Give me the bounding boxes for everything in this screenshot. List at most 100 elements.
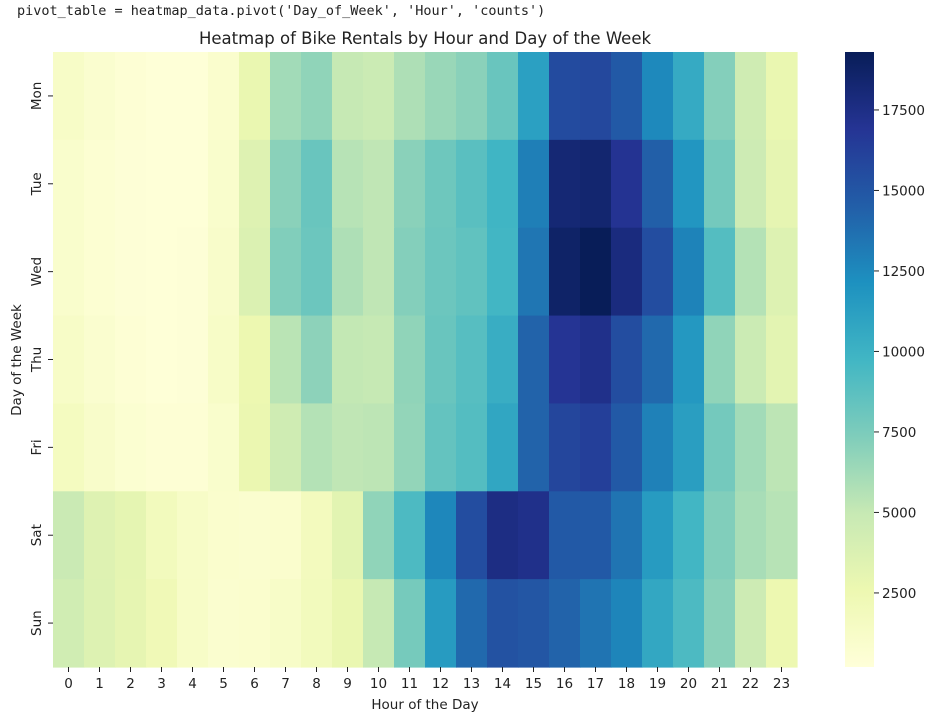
heatmap-cell [84, 579, 116, 668]
heatmap-cell [518, 227, 550, 317]
heatmap-cell [735, 139, 767, 229]
colorbar-tick-label: 10000 [882, 344, 925, 360]
heatmap-cell [704, 579, 736, 668]
heatmap-cell [642, 315, 674, 405]
x-tick-label: 7 [281, 676, 290, 692]
y-tick-label: Mon [29, 82, 45, 110]
heatmap-cell [363, 315, 395, 405]
heatmap-cell [456, 52, 488, 141]
heatmap-cell [642, 52, 674, 141]
heatmap-cell [518, 579, 550, 668]
heatmap-cell [642, 227, 674, 317]
heatmap-cell [673, 227, 705, 317]
heatmap-cell [456, 579, 488, 668]
heatmap-cell [394, 579, 426, 668]
heatmap-cell [146, 491, 178, 580]
heatmap-cell [580, 315, 612, 405]
heatmap-cell [394, 227, 426, 317]
heatmap-cell [115, 403, 147, 492]
heatmap-cell [611, 403, 643, 492]
x-tick-label: 2 [126, 676, 135, 692]
heatmap-cell [549, 315, 581, 405]
heatmap-cell [425, 139, 457, 229]
y-tick-label: Fri [29, 439, 45, 455]
heatmap-cell [766, 315, 798, 405]
x-tick-label: 23 [773, 676, 790, 692]
heatmap-cell [456, 403, 488, 492]
heatmap-cell [146, 315, 178, 405]
heatmap-cell [704, 139, 736, 229]
heatmap-cell [704, 403, 736, 492]
colorbar-ticks: 2500 5000 7500 10000 12500 15000 17500 [874, 103, 925, 602]
heatmap-cell [115, 139, 147, 229]
heatmap-cell [549, 491, 581, 580]
heatmap-cell [456, 491, 488, 580]
heatmap-cell [177, 403, 209, 492]
heatmap-cell [549, 139, 581, 229]
heatmap-cell [270, 491, 302, 580]
heatmap-cell [487, 491, 519, 580]
heatmap-cell [425, 579, 457, 668]
heatmap-cell [239, 315, 271, 405]
x-tick-label: 6 [250, 676, 259, 692]
heatmap-cell [549, 227, 581, 317]
heatmap-cell [208, 403, 240, 492]
x-tick-label: 11 [401, 676, 418, 692]
x-tick-label: 19 [649, 676, 666, 692]
heatmap-cell [735, 403, 767, 492]
colorbar-tick-label: 12500 [882, 264, 925, 280]
chart-title: Heatmap of Bike Rentals by Hour and Day … [199, 29, 652, 48]
heatmap-cell [518, 139, 550, 229]
heatmap-cell [735, 227, 767, 317]
heatmap-cell [363, 403, 395, 492]
heatmap-cell [394, 52, 426, 141]
heatmap-cell [487, 52, 519, 141]
heatmap-cell [642, 491, 674, 580]
heatmap-cell [270, 315, 302, 405]
heatmap-cell [518, 315, 550, 405]
heatmap-cell [394, 491, 426, 580]
x-tick-label: 22 [742, 676, 759, 692]
x-tick-label: 14 [494, 676, 511, 692]
heatmap-cell [84, 139, 116, 229]
heatmap-cell [332, 579, 364, 668]
heatmap-cell [549, 52, 581, 141]
heatmap-cell [611, 315, 643, 405]
heatmap-cell [332, 227, 364, 317]
y-tick-label: Thu [29, 347, 45, 373]
heatmap-cell [518, 403, 550, 492]
heatmap-cell [611, 139, 643, 229]
heatmap-cell [363, 579, 395, 668]
heatmap-cell [580, 579, 612, 668]
heatmap-cell [115, 315, 147, 405]
heatmap-cell [239, 52, 271, 141]
heatmap-cell [642, 139, 674, 229]
heatmap-cell [239, 491, 271, 580]
heatmap-cell [363, 52, 395, 141]
heatmap-cell [363, 491, 395, 580]
heatmap-cell [394, 403, 426, 492]
heatmap-cell [84, 491, 116, 580]
heatmap-cell [177, 227, 209, 317]
heatmap-cell [766, 227, 798, 317]
heatmap-cell [239, 139, 271, 229]
y-tick-label: Sun [29, 610, 45, 636]
y-tick-label: Tue [29, 172, 45, 196]
y-axis-label: Day of the Week [9, 304, 25, 416]
x-tick-label: 21 [711, 676, 728, 692]
heatmap-cell [177, 491, 209, 580]
heatmap-cell [580, 139, 612, 229]
heatmap-cell [580, 52, 612, 141]
heatmap-cell [704, 491, 736, 580]
heatmap-cell [642, 403, 674, 492]
x-axis-ticks: 0 1 2 3 4 5 6 7 8 9 10 11 12 13 14 15 16 17 18 19 20 21 22 23 [64, 667, 790, 692]
heatmap-cell [487, 227, 519, 317]
heatmap-cell [53, 227, 85, 317]
heatmap-cell [766, 403, 798, 492]
heatmap-cell [208, 52, 240, 141]
x-tick-label: 5 [219, 676, 228, 692]
heatmap-cell [146, 403, 178, 492]
x-tick-label: 3 [157, 676, 166, 692]
y-axis-ticks: Mon Tue Wed Thu Fri Sat Sun [29, 82, 53, 636]
heatmap-cell [270, 52, 302, 141]
